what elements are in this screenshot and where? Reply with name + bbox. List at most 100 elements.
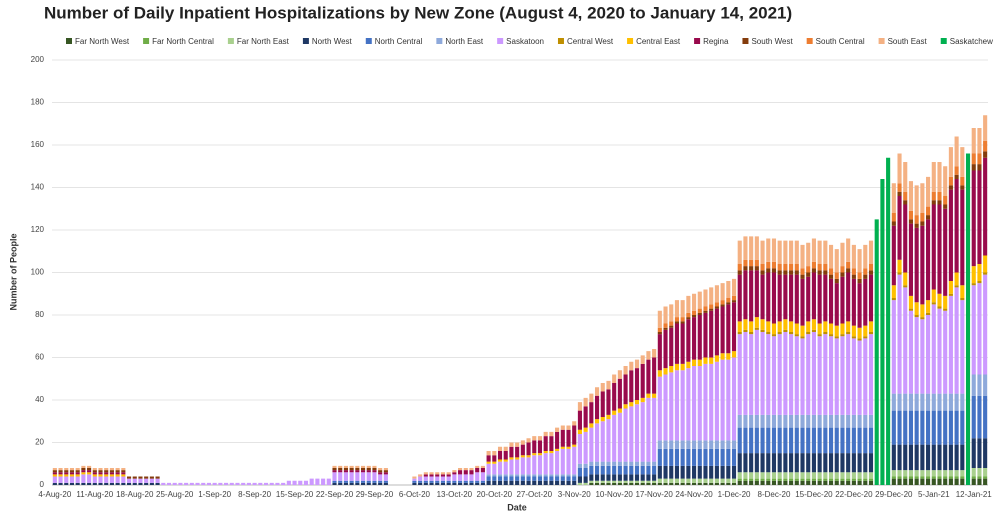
bar-segment: [760, 472, 765, 479]
bar-segment: [731, 278, 737, 296]
bar-segment: [709, 440, 714, 449]
bar-segment: [823, 478, 828, 481]
bar-segment: [908, 393, 914, 411]
bar-segment: [828, 244, 834, 269]
bar-segment: [709, 310, 714, 358]
bar-segment: [908, 295, 914, 309]
x-tick-label: 20-Oct-20: [477, 490, 513, 499]
bar-segment: [806, 480, 811, 485]
bar-segment: [931, 476, 936, 479]
bar-segment: [703, 363, 708, 441]
bar-segment: [771, 336, 777, 415]
bar-segment: [686, 482, 691, 485]
bar-segment: [977, 281, 982, 284]
bar-segment: [914, 315, 919, 318]
bar-segment: [332, 482, 337, 485]
bar-segment: [566, 448, 571, 475]
bar-segment: [583, 476, 588, 483]
bar-segment: [771, 472, 777, 479]
bar-segment: [777, 414, 782, 428]
bar-segment: [600, 417, 605, 422]
bar-segment: [298, 480, 303, 485]
bar-segment: [560, 480, 565, 485]
bar-segment: [126, 476, 132, 479]
bar-segment: [749, 453, 754, 473]
bar-segment: [52, 472, 57, 475]
bar-segment: [58, 470, 63, 473]
bar-segment: [612, 474, 617, 481]
bar-segment: [926, 312, 931, 315]
bar-segment: [497, 459, 503, 462]
bar-segment: [372, 470, 377, 473]
bar-segment: [463, 468, 468, 471]
bar-segment: [937, 476, 942, 479]
bar-segment: [132, 476, 137, 479]
bar-segment: [703, 448, 708, 466]
bar-segment: [58, 482, 63, 485]
bar-segment: [920, 444, 925, 471]
bar-segment: [766, 427, 771, 454]
bar-segment: [634, 368, 640, 400]
bar-segment: [594, 461, 600, 466]
bar-segment: [92, 474, 97, 477]
bar-segment: [497, 474, 503, 477]
bar-segment: [817, 427, 822, 454]
bar-segment: [731, 478, 737, 483]
bar-segment: [98, 476, 103, 483]
bar-segment: [126, 482, 132, 485]
bar-segment: [977, 374, 982, 396]
bar-segment: [343, 465, 348, 468]
bar-segment: [121, 476, 126, 483]
bar-segment: [960, 147, 965, 177]
bar-segment: [109, 470, 114, 473]
bar-segment: [206, 482, 212, 485]
y-tick-label: 160: [31, 140, 45, 149]
bar-segment: [868, 480, 874, 485]
bar-segment: [503, 480, 508, 485]
bar-segment: [275, 482, 280, 485]
bar-segment: [52, 474, 57, 477]
bar-segment: [572, 446, 577, 475]
bar-segment: [612, 383, 617, 411]
bar-segment: [783, 319, 788, 330]
bar-segment: [338, 465, 343, 468]
bar-segment: [640, 402, 645, 462]
bar-segment: [777, 478, 782, 481]
bar-segment: [577, 410, 582, 430]
bar-segment: [823, 453, 828, 473]
bar-segment: [834, 478, 839, 481]
bar-segment: [623, 480, 628, 483]
bar-segment: [629, 474, 634, 481]
bar-segment: [777, 427, 782, 454]
bar-segment: [709, 363, 714, 441]
bar-segment: [743, 472, 748, 479]
bar-segment: [794, 323, 799, 335]
bar-segment: [652, 397, 657, 462]
bar-segment: [338, 468, 343, 471]
bar-segment: [903, 478, 908, 485]
bar-segment: [104, 470, 109, 473]
bar-segment: [977, 164, 982, 171]
bar-segment: [309, 478, 314, 485]
bar-segment: [868, 414, 874, 428]
bar-segment: [492, 474, 497, 477]
bar-segment: [954, 166, 959, 175]
bar-segment: [771, 414, 777, 428]
bar-segment: [857, 472, 862, 479]
bar-segment: [572, 480, 577, 485]
bar-segment: [777, 321, 782, 332]
bar-segment: [983, 395, 988, 439]
bar-segment: [429, 472, 434, 475]
bar-segment: [572, 476, 577, 481]
bar-segment: [703, 310, 708, 313]
bar-segment: [634, 465, 640, 475]
legend-swatch: [878, 38, 885, 44]
bar-segment: [594, 482, 600, 485]
bar-segment: [92, 472, 97, 475]
bar-segment: [446, 480, 451, 483]
bar-segment: [800, 414, 805, 428]
bar-segment: [851, 244, 856, 269]
bar-segment: [931, 204, 936, 290]
bar-segment: [834, 472, 839, 479]
bar-segment: [754, 472, 759, 479]
